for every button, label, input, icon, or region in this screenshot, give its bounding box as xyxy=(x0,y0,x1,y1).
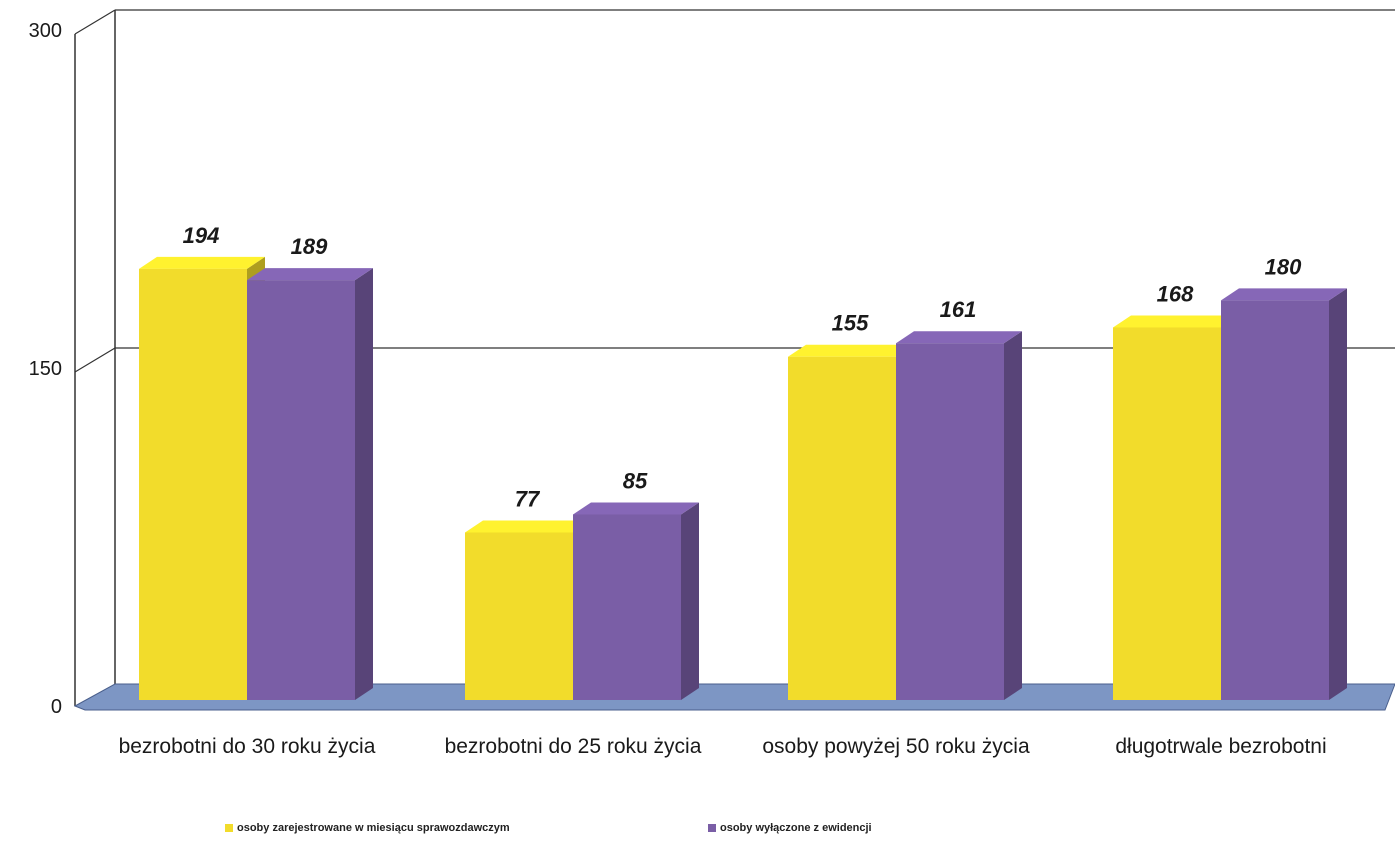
bar-series-0-1 xyxy=(465,532,573,700)
data-label-series-0-0: 194 xyxy=(183,223,220,248)
legend: osoby zarejestrowane w miesiącu sprawozd… xyxy=(0,822,1395,840)
bar-side-series-1-0 xyxy=(355,268,373,700)
bar-series-1-2 xyxy=(896,343,1004,700)
legend-swatch-series-0 xyxy=(225,824,233,832)
bar-series-1-1 xyxy=(573,514,681,700)
data-label-series-0-2: 155 xyxy=(832,311,869,336)
y-tick-label-1: 150 xyxy=(29,358,62,380)
x-tick-label-2: osoby powyżej 50 roku życia xyxy=(762,735,1030,758)
bar-top-series-1-0 xyxy=(247,268,373,281)
y-axis: 0 150 300 xyxy=(29,20,62,718)
bar-top-series-1-3 xyxy=(1221,288,1347,301)
bar-series-0-0 xyxy=(139,268,247,700)
x-tick-label-0: bezrobotni do 30 roku życia xyxy=(119,735,376,758)
bar-top-series-0-2 xyxy=(788,344,914,357)
bar-top-series-0-0 xyxy=(139,256,265,269)
bar-series-0-3 xyxy=(1113,327,1221,700)
bar-side-series-1-1 xyxy=(681,502,699,700)
bars xyxy=(139,256,1347,700)
bar-top-series-0-3 xyxy=(1113,315,1239,328)
x-tick-label-3: długotrwale bezrobotni xyxy=(1115,735,1326,758)
y-tick-label-0: 0 xyxy=(51,696,62,718)
bar-top-series-1-2 xyxy=(896,331,1022,344)
bar-series-0-2 xyxy=(788,356,896,700)
floor-plane xyxy=(73,683,1395,711)
bar-top-series-1-1 xyxy=(573,502,699,515)
x-tick-label-1: bezrobotni do 25 roku życia xyxy=(445,735,702,758)
bar-series-1-3 xyxy=(1221,300,1329,700)
data-label-series-0-1: 77 xyxy=(515,486,541,511)
y-tick-label-2: 300 xyxy=(29,20,62,42)
chart-floor xyxy=(73,683,1395,711)
bar-side-series-1-3 xyxy=(1329,288,1347,700)
data-label-series-1-0: 189 xyxy=(291,234,328,259)
gridline-side-1 xyxy=(74,347,116,373)
legend-label-series-1: osoby wyłączone z ewidencji xyxy=(720,822,872,834)
x-axis-labels: bezrobotni do 30 roku życia bezrobotni do… xyxy=(119,735,1327,758)
data-label-series-1-2: 161 xyxy=(940,297,977,322)
data-labels: 194 189 77 85 155 161 168 180 xyxy=(183,223,1302,512)
legend-item-series-1: osoby wyłączone z ewidencji xyxy=(708,822,872,834)
bar-top-series-0-1 xyxy=(465,520,591,533)
legend-swatch-series-1 xyxy=(708,824,716,832)
data-label-series-1-1: 85 xyxy=(623,468,648,493)
gridline-side-2 xyxy=(74,9,116,35)
legend-label-series-0: osoby zarejestrowane w miesiącu sprawozd… xyxy=(237,822,510,834)
bar-side-series-1-2 xyxy=(1004,331,1022,700)
bar-series-1-0 xyxy=(247,280,355,700)
data-label-series-1-3: 180 xyxy=(1265,254,1302,279)
data-label-series-0-3: 168 xyxy=(1157,281,1194,306)
legend-item-series-0: osoby zarejestrowane w miesiącu sprawozd… xyxy=(225,822,510,834)
